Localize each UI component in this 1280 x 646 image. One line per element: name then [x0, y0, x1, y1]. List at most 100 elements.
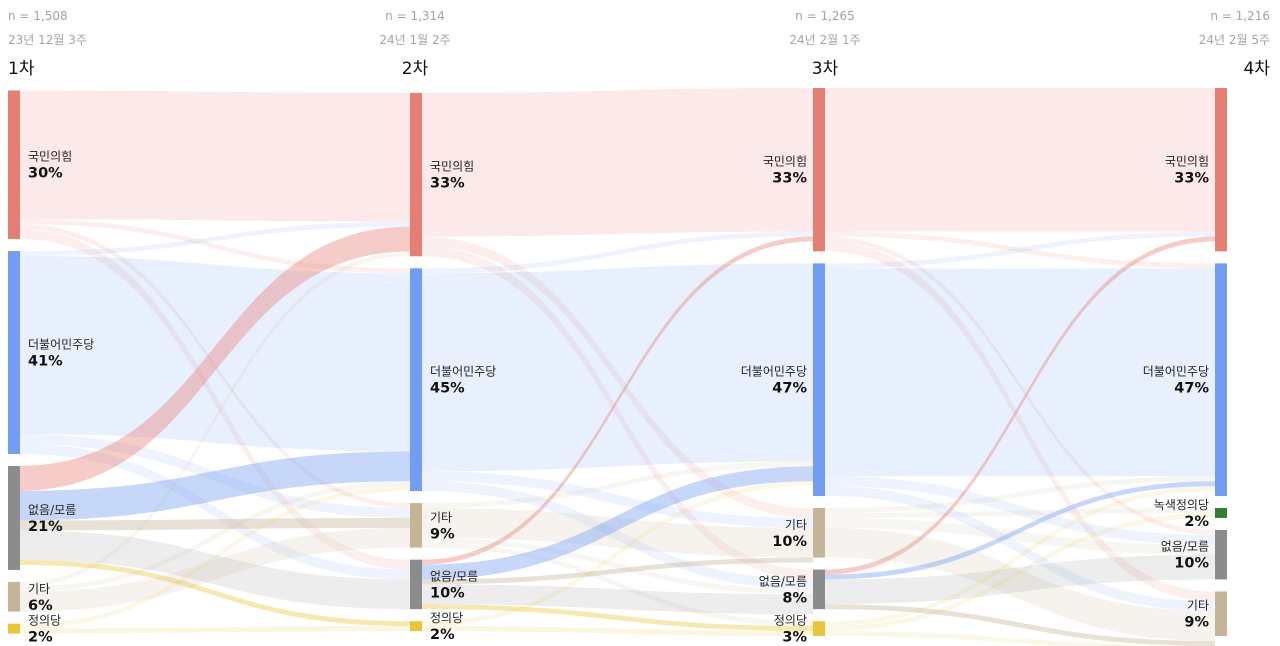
node-percent-label: 2%	[28, 630, 53, 646]
wave-label: 4차	[1244, 59, 1271, 79]
node-bar	[410, 92, 422, 257]
flow-link	[422, 236, 813, 518]
flow-link	[422, 471, 813, 528]
flow-link	[825, 476, 1215, 545]
node-bar	[8, 250, 20, 454]
flow-link	[422, 236, 813, 565]
node-bar	[410, 503, 422, 548]
flow-link	[20, 434, 410, 518]
node-bar	[8, 623, 20, 634]
flow-link	[422, 537, 813, 595]
node-bar	[813, 569, 825, 610]
node-percent-label: 9%	[430, 526, 455, 542]
node-bar	[8, 581, 20, 612]
wave-date: 24년 2월 5주	[1199, 33, 1270, 47]
flow-link	[20, 530, 410, 610]
node-bar	[1215, 508, 1227, 518]
wave-n: n = 1,314	[385, 9, 445, 23]
node-bar	[1215, 529, 1227, 580]
flow-link	[422, 263, 813, 472]
node-name-label: 기타	[430, 510, 452, 524]
flow-link	[20, 481, 410, 592]
node-percent-label: 33%	[430, 176, 465, 192]
node-bar	[410, 268, 422, 492]
flow-link	[422, 466, 813, 580]
node-percent-label: 33%	[1174, 171, 1209, 187]
wave-label: 3차	[812, 59, 839, 79]
flow-link	[20, 560, 410, 627]
flow-link	[422, 481, 813, 627]
node-name-label: 국민의힘	[763, 155, 807, 169]
flow-link	[20, 517, 410, 531]
wave-label: 2차	[402, 59, 429, 79]
node-name-label: 없음/모름	[430, 569, 478, 583]
node-name-label: 기타	[28, 582, 50, 596]
flow-links	[20, 88, 1215, 646]
node-percent-label: 47%	[1174, 381, 1209, 397]
node-name-label: 더불어민주당	[741, 365, 807, 379]
node-percent-label: 2%	[430, 627, 455, 643]
node-percent-label: 3%	[782, 630, 807, 646]
flow-link	[825, 486, 1215, 627]
flow-link	[825, 241, 1215, 602]
node-bar	[410, 621, 422, 632]
flow-link	[825, 476, 1215, 513]
node-bar	[813, 621, 825, 636]
flow-link	[825, 527, 1215, 641]
node-percent-label: 2%	[1184, 514, 1209, 530]
node-percent-label: 45%	[430, 381, 465, 397]
wave-headers: n = 1,508 23년 12월 3주 1차 n = 1,314 24년 1월 2주 2…	[8, 9, 1270, 79]
node-bar	[1215, 263, 1227, 497]
flow-link	[20, 626, 410, 634]
flow-link	[20, 255, 410, 452]
wave-n: n = 1,265	[795, 9, 855, 23]
node-name-label: 국민의힘	[1165, 155, 1209, 169]
flow-link	[422, 246, 813, 580]
flow-link	[422, 542, 813, 627]
node-percent-label: 10%	[772, 534, 807, 550]
wave-n: n = 1,216	[1210, 9, 1270, 23]
flow-link	[825, 231, 1215, 269]
node-bar	[813, 508, 825, 558]
node-percent-label: 6%	[28, 598, 53, 614]
flow-link	[825, 481, 1215, 580]
node-bar	[813, 88, 825, 252]
flow-link	[20, 221, 410, 256]
node-percent-label: 30%	[28, 166, 63, 182]
flow-link	[825, 268, 1215, 477]
wave-n: n = 1,508	[8, 9, 68, 23]
flow-link	[20, 90, 410, 222]
flow-link	[825, 517, 1215, 555]
node-percent-label: 10%	[430, 585, 465, 601]
flow-link	[20, 444, 410, 580]
node-bar	[8, 465, 20, 570]
node-bar	[813, 263, 825, 497]
flow-link	[422, 508, 813, 558]
flow-link	[20, 486, 410, 629]
flow-link	[20, 229, 410, 570]
flow-link	[422, 626, 813, 636]
node-labels: 국민의힘30%더불어민주당41%없음/모름21%기타6%정의당2%국민의힘33%…	[28, 150, 1209, 646]
flow-link	[422, 461, 813, 509]
node-name-label: 기타	[785, 518, 807, 532]
wave-date: 23년 12월 3주	[8, 33, 87, 47]
node-percent-label: 8%	[782, 590, 807, 606]
flow-link	[422, 231, 813, 274]
flow-link	[20, 527, 410, 612]
node-name-label: 없음/모름	[28, 503, 76, 517]
flow-link	[825, 88, 1215, 232]
node-bar	[1215, 591, 1227, 636]
wave-label: 1차	[8, 59, 35, 79]
node-name-label: 없음/모름	[759, 574, 807, 588]
node-percent-label: 21%	[28, 519, 63, 535]
node-percent-label: 47%	[772, 381, 807, 397]
node-name-label: 더불어민주당	[430, 365, 496, 379]
node-bar	[1215, 88, 1227, 252]
flow-link	[825, 236, 1215, 535]
flow-link	[825, 604, 1215, 646]
node-name-label: 국민의힘	[28, 150, 72, 164]
flow-link	[422, 88, 813, 237]
flow-link	[422, 584, 813, 615]
flow-link	[825, 508, 1215, 518]
